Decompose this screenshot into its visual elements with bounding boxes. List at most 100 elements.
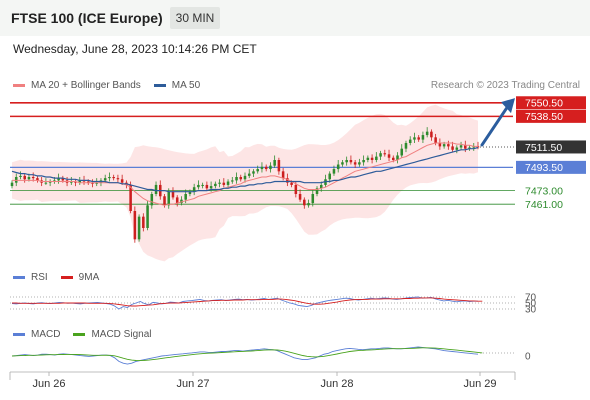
candle-body [19,175,22,177]
candle-body [408,139,412,143]
timeframe-badge[interactable]: 30 MIN [170,7,220,29]
legend-label-macd: MACD [31,329,61,340]
rsi-level-label: 50 [525,299,537,310]
candle [425,127,429,138]
legend-label-macd-signal: MACD Signal [91,329,152,340]
candle [150,191,154,209]
forecast-arrow-head [501,98,515,114]
candle [192,183,196,196]
candle [146,200,149,231]
candle-body [163,196,166,206]
chart-header: FTSE 100 (ICE Europe) 30 MIN [0,0,590,36]
candle-body [353,162,357,165]
candle-body [74,181,77,183]
candle [214,181,217,189]
candle [91,179,94,188]
candle-body [78,180,82,183]
level-tag-bg-0 [516,96,586,110]
candle-body [192,187,196,192]
candle-body [328,173,331,180]
price-levels [10,101,515,205]
rsi-9ma-line [12,297,483,307]
candle-body [349,160,353,163]
candle [48,179,52,187]
candle [400,144,404,158]
candle-body [379,153,382,157]
candle [311,189,315,207]
legend-macd: MACD [13,329,60,340]
candle [345,156,348,166]
level-tag-bg-2 [516,140,586,154]
candle-body [311,194,315,204]
candle [256,165,259,174]
candle [19,171,22,180]
candle-body [417,137,420,140]
candle-body [358,162,361,165]
candle-body [345,160,348,163]
candle [408,136,412,146]
candle-body [392,157,395,160]
candle-body [438,143,442,147]
candle-body [366,157,370,160]
candle-body [430,131,433,138]
candle [379,150,382,160]
macd-signal-line [11,347,483,362]
candle-body [264,166,268,170]
candle [421,131,425,143]
candle-body [315,188,319,194]
candle-body [239,177,243,180]
macd-legend: MACD MACD Signal [13,329,164,340]
candle [188,189,192,197]
candle-body [226,181,230,185]
candle [252,169,255,177]
candle [197,180,200,190]
candle [341,160,344,167]
candle-body [269,165,272,170]
macd-line [11,346,479,365]
candle [10,180,14,189]
candle [328,171,331,183]
candle [14,173,18,187]
candle [451,141,454,153]
legend-label-ma50: MA 50 [171,80,201,91]
timestamp: Wednesday, June 28, 2023 10:14:26 PM CET [13,42,257,56]
x-tick-label: Jun 28 [320,378,353,390]
rsi-level-label: 70 [525,293,537,304]
candle-body [400,148,404,156]
x-tick-label: Jun 27 [176,378,209,390]
candle [298,189,302,202]
candle [218,179,221,188]
candle-body [167,191,171,206]
candle-body [413,137,416,140]
candle-body [197,184,200,188]
candle-body [421,135,425,140]
level-label-3: 7493.50 [525,162,563,174]
candle-body [214,183,217,187]
candle-body [14,177,18,183]
legend-swatch-macd [13,333,25,336]
candle [23,173,26,183]
candle [243,172,247,183]
candle [396,152,399,164]
candle [417,135,420,142]
candle-body [133,211,137,240]
candle-body [53,180,56,182]
candle-body [434,137,437,143]
candle-body [247,173,251,176]
level-label-2: 7511.50 [525,142,562,154]
candle [277,157,281,175]
candle [358,158,361,167]
candle [307,199,310,208]
rsi-level-label: 30 [525,305,537,316]
legend-swatch-9ma [60,276,73,279]
candle-body [243,175,247,180]
x-tick-label: Jun 29 [463,378,496,390]
candle-body [116,178,120,180]
x-tick-label: Jun 26 [32,378,65,390]
candle [413,132,416,143]
candle-body [27,177,31,180]
candle [353,160,357,168]
candle [247,169,251,179]
candle [430,129,433,141]
